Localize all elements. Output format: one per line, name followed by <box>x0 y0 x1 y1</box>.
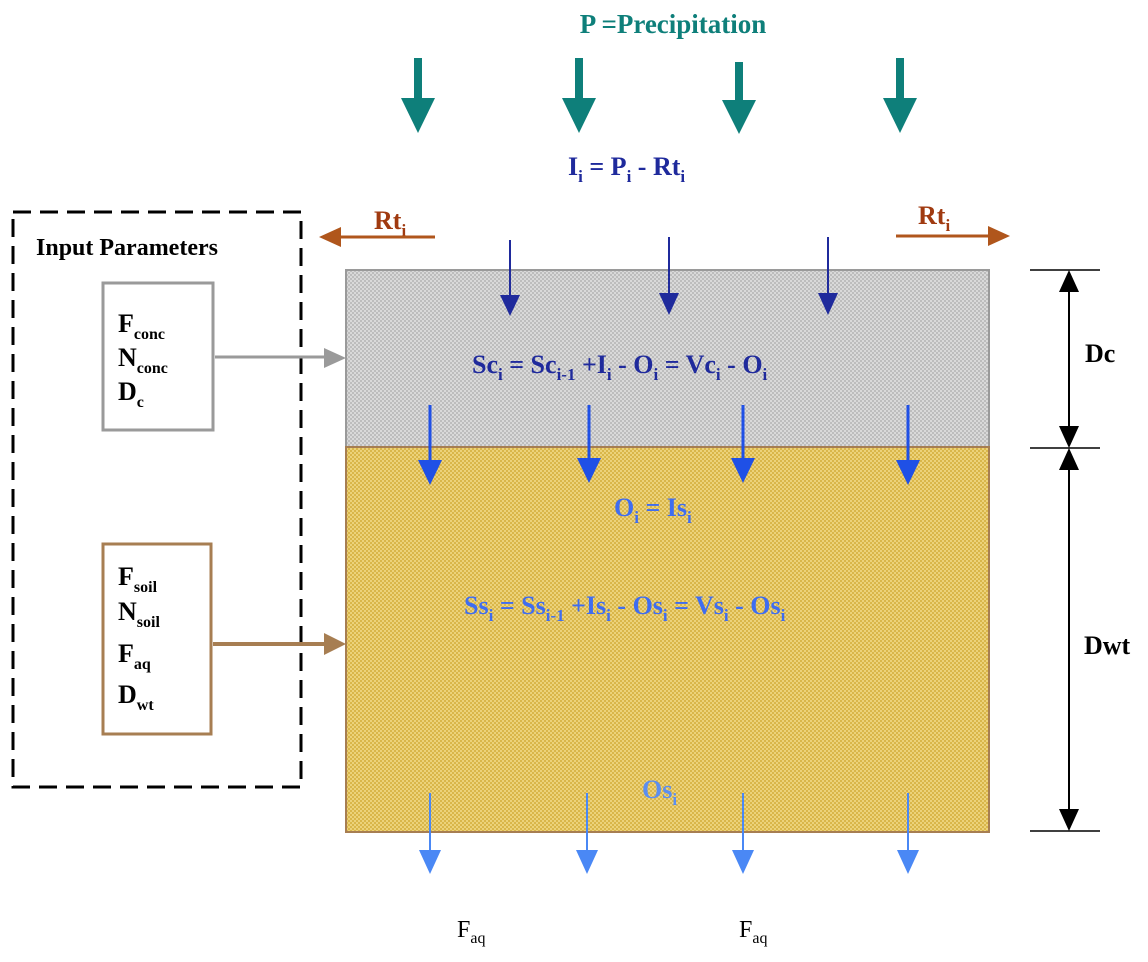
soil-layer <box>345 446 990 833</box>
aquifer-label-right: Faq <box>739 917 767 947</box>
input-parameters-frame <box>11 210 303 789</box>
infiltration-arrows <box>500 237 838 316</box>
precipitation-arrow <box>883 58 917 133</box>
depth-label-water-table: Dwt <box>1084 631 1131 660</box>
runoff-right-arrowhead <box>988 226 1010 246</box>
concrete-parameters-list: Fconc Nconc Dc <box>118 309 168 411</box>
concrete-outflow-arrow <box>577 405 601 483</box>
concrete-outflow-arrow <box>418 405 442 485</box>
param-n-conc: Nconc <box>118 343 168 377</box>
aquifer-label-left: Faq <box>457 917 485 947</box>
infiltration-arrow <box>818 237 838 315</box>
soil-storage-equation: Ssi = Ssi-1 +Isi - Osi = Vsi - Osi <box>464 591 786 625</box>
param-f-soil: Fsoil <box>118 562 158 596</box>
aquifer-outflow-arrows <box>419 793 919 874</box>
soil-parameters-box <box>101 542 213 736</box>
precipitation-arrow <box>401 58 435 133</box>
param-f-aq: Faq <box>118 639 151 673</box>
aquifer-outflow-arrow <box>576 793 598 874</box>
soil-outflow-label: Osi <box>642 775 677 809</box>
outflow-infiltration-equation: Oi = Isi <box>614 493 692 527</box>
concrete-outflow-arrow <box>896 405 920 485</box>
param-f-conc: Fconc <box>118 309 165 343</box>
runoff-left: Rti <box>319 206 435 247</box>
infiltration-equation: Ii = Pi - Rti <box>568 152 685 186</box>
depth-label-concrete: Dc <box>1085 339 1115 368</box>
soil-connector-arrowhead <box>324 633 346 655</box>
param-n-soil: Nsoil <box>118 597 160 631</box>
concrete-parameters-box <box>101 281 215 432</box>
runoff-left-arrowhead <box>319 227 341 247</box>
depth-dimension <box>1030 269 1100 832</box>
runoff-left-label: Rti <box>374 206 406 240</box>
param-d-wt: Dwt <box>118 680 154 714</box>
param-d-c: Dc <box>118 377 144 411</box>
precipitation-arrow <box>562 58 596 133</box>
infiltration-arrow <box>500 240 520 316</box>
precipitation-arrows <box>401 58 917 134</box>
aquifer-outflow-arrow <box>419 793 441 874</box>
soil-parameters-list: Fsoil Nsoil Faq Dwt <box>118 562 160 714</box>
aquifer-outflow-arrow <box>897 793 919 874</box>
runoff-right: Rti <box>896 201 1010 246</box>
aquifer-outflow-arrow <box>732 793 754 874</box>
concrete-storage-equation: Sci = Sci-1 +Ii - Oi = Vci - Oi <box>472 350 768 384</box>
concrete-outflow-arrow <box>731 405 755 483</box>
precipitation-arrow <box>722 62 756 134</box>
precipitation-title: P =Precipitation <box>580 9 767 39</box>
infiltration-arrow <box>659 237 679 315</box>
input-parameters-title: Input Parameters <box>36 235 218 261</box>
runoff-right-label: Rti <box>918 201 950 235</box>
concrete-outflow-arrows <box>418 405 920 485</box>
concrete-connector-arrowhead <box>324 348 346 368</box>
